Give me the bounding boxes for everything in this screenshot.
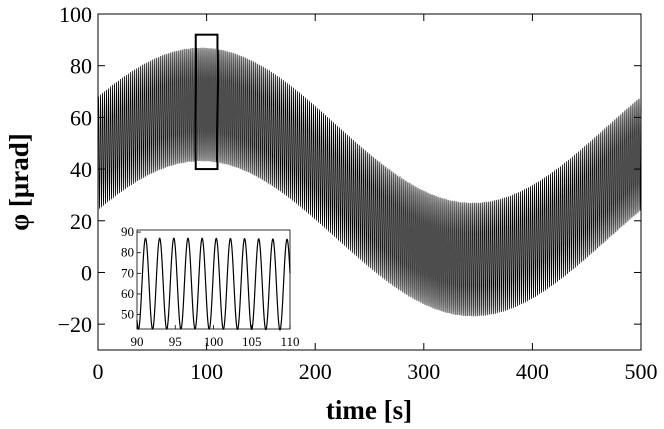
x-axis-label: time [s]: [326, 395, 412, 425]
x-tick-label: 100: [190, 359, 223, 384]
y-tick-label: 100: [59, 2, 92, 27]
y-tick-label: 20: [70, 209, 92, 234]
x-tick-label: 400: [516, 359, 549, 384]
inset-y-tick-label: 50: [121, 307, 134, 322]
inset-series-line: [136, 237, 291, 331]
series-line: [97, 47, 642, 317]
inset-y-tick-label: 60: [121, 286, 134, 301]
y-axis-label: φ [μrad]: [4, 133, 34, 230]
y-tick-label: −20: [58, 312, 92, 337]
inset-x-tick-label: 95: [169, 334, 182, 349]
inset-y-tick-label: 80: [121, 245, 134, 260]
y-tick-label: 40: [70, 157, 92, 182]
inset-x-tick-label: 105: [242, 334, 262, 349]
highlight-box: [194, 33, 219, 171]
x-tick-label: 300: [407, 359, 440, 384]
y-tick-label: 60: [70, 105, 92, 130]
inset-x-tick-label: 90: [131, 334, 144, 349]
inset-y-tick-label: 70: [121, 265, 134, 280]
inset-x-tick-label: 110: [280, 334, 299, 349]
x-tick-label: 0: [93, 359, 104, 384]
inset-x-tick-label: 100: [204, 334, 224, 349]
inset-y-tick-label: 90: [121, 224, 134, 239]
y-tick-label: 80: [70, 54, 92, 79]
x-tick-label: 200: [299, 359, 332, 384]
y-tick-label: 0: [81, 260, 92, 285]
plot-frame: [97, 13, 642, 351]
x-tick-label: 500: [625, 359, 658, 384]
